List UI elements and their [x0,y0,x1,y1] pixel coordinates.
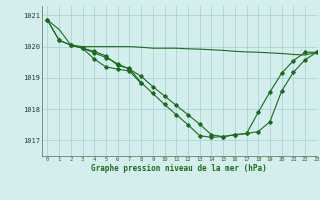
X-axis label: Graphe pression niveau de la mer (hPa): Graphe pression niveau de la mer (hPa) [91,164,267,173]
